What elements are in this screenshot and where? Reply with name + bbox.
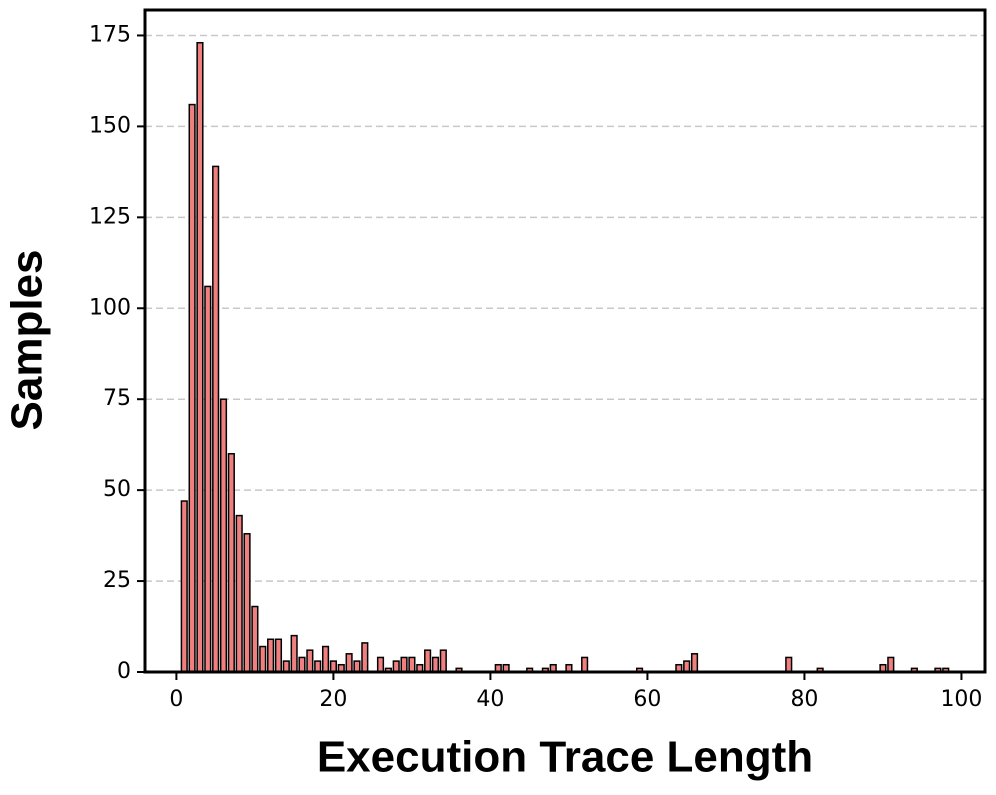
bar	[259, 645, 267, 673]
bar	[424, 649, 432, 673]
y-axis-title: Samples	[3, 250, 52, 431]
bar	[243, 533, 251, 673]
bar	[235, 514, 243, 673]
y-tick-label: 150	[89, 113, 131, 138]
bar	[683, 660, 691, 673]
x-tick-label: 100	[940, 687, 982, 712]
x-tick-label: 60	[633, 687, 661, 712]
bar	[408, 656, 416, 673]
bar	[785, 656, 793, 673]
plot-frame	[143, 8, 987, 674]
x-tick-label: 40	[476, 687, 504, 712]
bar	[188, 103, 196, 673]
bar	[400, 656, 408, 673]
bar	[298, 656, 306, 673]
bar	[212, 165, 220, 673]
bar	[306, 649, 314, 673]
bar	[251, 605, 259, 673]
y-tick-label: 50	[103, 477, 131, 502]
y-tick-label: 25	[103, 568, 131, 593]
bar	[345, 653, 353, 673]
bar	[581, 656, 589, 673]
bar	[321, 645, 330, 673]
bar	[290, 634, 298, 673]
bar	[361, 642, 369, 673]
bar	[690, 653, 699, 673]
bar	[887, 656, 895, 673]
bar	[219, 398, 228, 673]
bar	[353, 660, 361, 673]
y-tick-label: 0	[117, 659, 131, 684]
bar	[196, 41, 204, 673]
x-tick-label: 0	[169, 687, 183, 712]
bar	[274, 638, 283, 673]
bar	[314, 660, 322, 673]
bar	[282, 660, 290, 673]
x-axis-title: Execution Trace Length	[317, 733, 813, 782]
x-tick-label: 20	[319, 687, 347, 712]
bar	[431, 656, 440, 673]
bar	[204, 285, 212, 673]
x-tick-label: 80	[790, 687, 818, 712]
bar	[180, 500, 188, 673]
bar	[439, 649, 447, 673]
bar	[392, 660, 400, 673]
y-tick-label: 175	[89, 22, 131, 47]
bar	[227, 453, 235, 673]
y-tick-label: 125	[89, 204, 131, 229]
bar	[376, 656, 385, 673]
y-tick-label: 100	[89, 295, 131, 320]
bar	[329, 660, 337, 673]
y-tick-label: 75	[103, 386, 131, 411]
bar	[267, 638, 275, 673]
